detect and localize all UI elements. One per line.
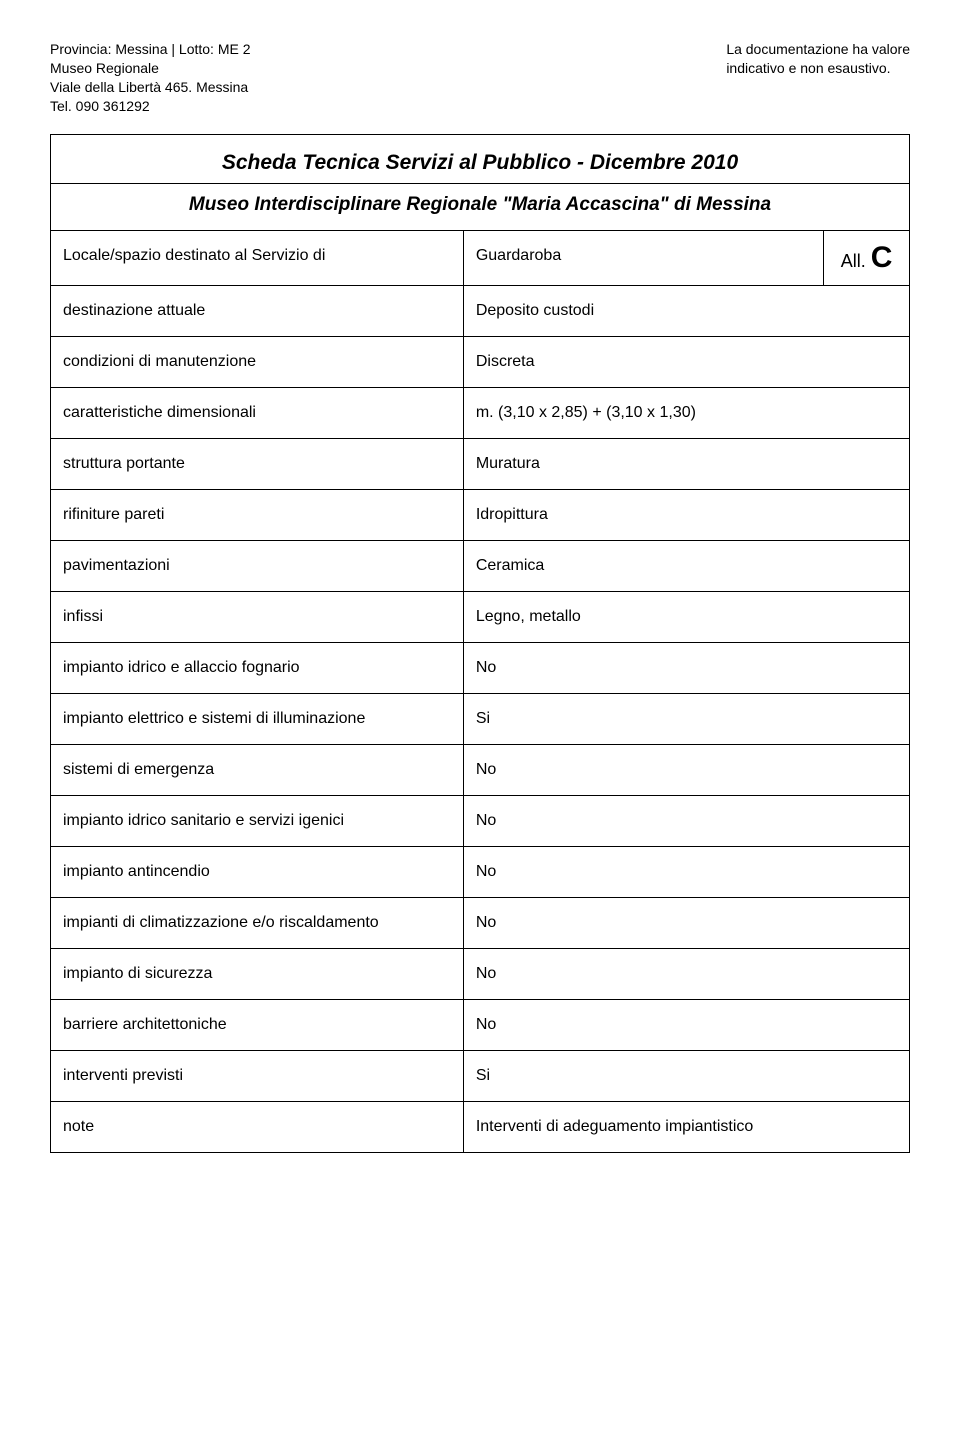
row-label: barriere architettoniche bbox=[51, 1000, 463, 1050]
row-label: impianto di sicurezza bbox=[51, 949, 463, 999]
row-label: rifiniture pareti bbox=[51, 490, 463, 540]
header-right-line: indicativo e non esaustivo. bbox=[726, 59, 910, 78]
row-label: interventi previsti bbox=[51, 1051, 463, 1101]
subtitle-row: Museo Interdisciplinare Regionale "Maria… bbox=[51, 184, 909, 231]
row-value: Discreta bbox=[463, 337, 909, 387]
row-label: caratteristiche dimensionali bbox=[51, 388, 463, 438]
table-row: sistemi di emergenza No bbox=[51, 745, 909, 796]
row-value: Interventi di adeguamento impiantistico bbox=[463, 1102, 909, 1152]
document-page: Provincia: Messina | Lotto: ME 2 Museo R… bbox=[0, 0, 960, 1213]
row-label: impianti di climatizzazione e/o riscalda… bbox=[51, 898, 463, 948]
row-label: struttura portante bbox=[51, 439, 463, 489]
row-value: Deposito custodi bbox=[463, 286, 909, 336]
row-label: impianto idrico e allaccio fognario bbox=[51, 643, 463, 693]
allegato-letter: C bbox=[871, 241, 893, 274]
table-row: Locale/spazio destinato al Servizio di G… bbox=[51, 231, 909, 286]
header-left-line: Provincia: Messina | Lotto: ME 2 bbox=[50, 40, 251, 59]
header-right-line: La documentazione ha valore bbox=[726, 40, 910, 59]
table-row: impianto idrico e allaccio fognario No bbox=[51, 643, 909, 694]
allegato-cell: All. C bbox=[823, 231, 909, 285]
row-value: No bbox=[463, 898, 909, 948]
row-value: Legno, metallo bbox=[463, 592, 909, 642]
table-row: condizioni di manutenzione Discreta bbox=[51, 337, 909, 388]
table-row: note Interventi di adeguamento impiantis… bbox=[51, 1102, 909, 1152]
row-value: Si bbox=[463, 1051, 909, 1101]
header-left-line: Viale della Libertà 465. Messina bbox=[50, 78, 251, 97]
table-row: impianti di climatizzazione e/o riscalda… bbox=[51, 898, 909, 949]
header-left-line: Tel. 090 361292 bbox=[50, 97, 251, 116]
header-left-line: Museo Regionale bbox=[50, 59, 251, 78]
table-row: impianto elettrico e sistemi di illumina… bbox=[51, 694, 909, 745]
row-value: No bbox=[463, 745, 909, 795]
table-row: barriere architettoniche No bbox=[51, 1000, 909, 1051]
row-value: No bbox=[463, 643, 909, 693]
table-row: interventi previsti Si bbox=[51, 1051, 909, 1102]
row-label: pavimentazioni bbox=[51, 541, 463, 591]
row-value: Guardaroba bbox=[463, 231, 823, 285]
table-row: impianto idrico sanitario e servizi igen… bbox=[51, 796, 909, 847]
row-value: Ceramica bbox=[463, 541, 909, 591]
table-row: impianto antincendio No bbox=[51, 847, 909, 898]
row-value: Idropittura bbox=[463, 490, 909, 540]
table-row: destinazione attuale Deposito custodi bbox=[51, 286, 909, 337]
row-label: impianto antincendio bbox=[51, 847, 463, 897]
allegato-prefix: All. bbox=[841, 251, 866, 271]
row-label: condizioni di manutenzione bbox=[51, 337, 463, 387]
table-row: infissi Legno, metallo bbox=[51, 592, 909, 643]
table-row: impianto di sicurezza No bbox=[51, 949, 909, 1000]
row-label: Locale/spazio destinato al Servizio di bbox=[51, 231, 463, 285]
row-value: Si bbox=[463, 694, 909, 744]
row-label: sistemi di emergenza bbox=[51, 745, 463, 795]
row-label: impianto idrico sanitario e servizi igen… bbox=[51, 796, 463, 846]
row-label: destinazione attuale bbox=[51, 286, 463, 336]
table-row: pavimentazioni Ceramica bbox=[51, 541, 909, 592]
header-right: La documentazione ha valore indicativo e… bbox=[726, 40, 910, 78]
row-label: note bbox=[51, 1102, 463, 1152]
row-label: infissi bbox=[51, 592, 463, 642]
page-header: Provincia: Messina | Lotto: ME 2 Museo R… bbox=[50, 40, 910, 116]
form-title: Scheda Tecnica Servizi al Pubblico - Dic… bbox=[222, 151, 738, 174]
row-value: No bbox=[463, 796, 909, 846]
row-value: Muratura bbox=[463, 439, 909, 489]
row-value: No bbox=[463, 1000, 909, 1050]
table-row: caratteristiche dimensionali m. (3,10 x … bbox=[51, 388, 909, 439]
form-subtitle: Museo Interdisciplinare Regionale "Maria… bbox=[189, 194, 771, 215]
table-row: struttura portante Muratura bbox=[51, 439, 909, 490]
row-value: m. (3,10 x 2,85) + (3,10 x 1,30) bbox=[463, 388, 909, 438]
row-label: impianto elettrico e sistemi di illumina… bbox=[51, 694, 463, 744]
form-table: Scheda Tecnica Servizi al Pubblico - Dic… bbox=[50, 134, 910, 1153]
table-row: rifiniture pareti Idropittura bbox=[51, 490, 909, 541]
row-value: No bbox=[463, 847, 909, 897]
row-value: No bbox=[463, 949, 909, 999]
header-left: Provincia: Messina | Lotto: ME 2 Museo R… bbox=[50, 40, 251, 116]
title-row: Scheda Tecnica Servizi al Pubblico - Dic… bbox=[51, 135, 909, 184]
